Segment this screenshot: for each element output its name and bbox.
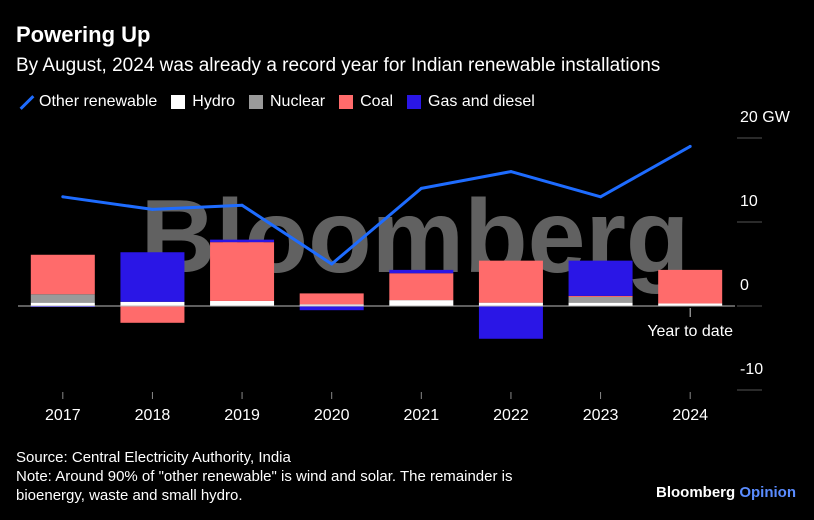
bar-gas-and-diesel [210,239,275,243]
coal-swatch-icon [339,95,354,109]
bar-hydro [120,301,185,306]
bar-hydro [210,300,275,306]
x-tick-label: 2021 [404,407,440,424]
line-point [509,170,513,174]
x-tick-label: 2019 [224,407,260,424]
y-tick-label: 0 [740,277,749,294]
bar-hydro [478,302,543,306]
legend-label: Coal [360,93,394,110]
note-text-line-1: Note: Around 90% of "other renewable" is… [16,468,513,485]
brand-suffix: Opinion [739,484,796,501]
legend-item-hydro: Hydro [171,93,235,111]
legend-label: Nuclear [269,93,326,110]
line-point [688,144,692,148]
chart-title: Powering Up [16,22,151,47]
x-tick-label: 2022 [493,407,529,424]
legend: Other renewable Hydro Nuclear Coal Gas a… [18,93,535,111]
bar-hydro [568,302,633,306]
bar-coal [30,254,95,295]
bar-hydro [30,302,95,306]
bar-gas-and-diesel [568,260,633,296]
bar-coal [658,269,723,304]
line-point [330,262,334,266]
bar-hydro [658,303,723,306]
source-note: Source: Central Electricity Authority, I… [16,448,513,505]
annotation-year-to-date: Year to date [647,323,733,340]
bar-coal [210,242,275,301]
line-point [61,195,65,199]
line-other-renewable [62,145,691,266]
bar-coal [299,293,364,305]
bar-gas-and-diesel [120,252,185,302]
legend-label: Hydro [192,93,235,110]
bar-hydro [389,300,454,306]
bar-gas-and-diesel [478,306,543,339]
bar-coal [120,306,185,323]
x-tick-label: 2024 [672,407,708,424]
bar-coal [389,273,454,301]
x-tick-label: 2023 [583,407,619,424]
x-tick-label: 2020 [314,407,350,424]
y-tick-label: 20 GW [740,109,791,126]
brand-logo: Bloomberg Opinion [656,484,796,501]
chart-subtitle: By August, 2024 was already a record yea… [16,55,661,76]
legend-item-other-renewable: Other renewable [18,93,157,111]
legend-label: Gas and diesel [428,93,535,110]
legend-item-coal: Coal [339,93,393,111]
legend-label: Other renewable [39,93,158,110]
bar-gas-and-diesel [389,269,454,274]
bar-hydro [299,304,364,306]
line-point [240,203,244,207]
line-point [150,207,154,211]
nuclear-swatch-icon [248,95,263,109]
note-text-line-2: bioenergy, waste and small hydro. [16,487,243,504]
legend-item-gas-diesel: Gas and diesel [407,93,535,111]
bar-gas-and-diesel [299,306,364,311]
hydro-swatch-icon [171,95,186,109]
y-tick-label: 10 [740,193,758,210]
line-point [599,195,603,199]
line-point [419,186,423,190]
bar-nuclear [568,296,633,303]
source-text: Source: Central Electricity Authority, I… [16,449,291,466]
brand-name: Bloomberg [656,484,736,501]
y-tick-label: -10 [740,361,763,378]
x-tick-label: 2017 [45,407,81,424]
bar-coal [568,295,633,297]
legend-item-nuclear: Nuclear [248,93,326,111]
bar-nuclear [30,294,95,303]
bar-coal [478,260,543,303]
x-tick-label: 2018 [135,407,171,424]
gas-diesel-swatch-icon [407,95,422,109]
